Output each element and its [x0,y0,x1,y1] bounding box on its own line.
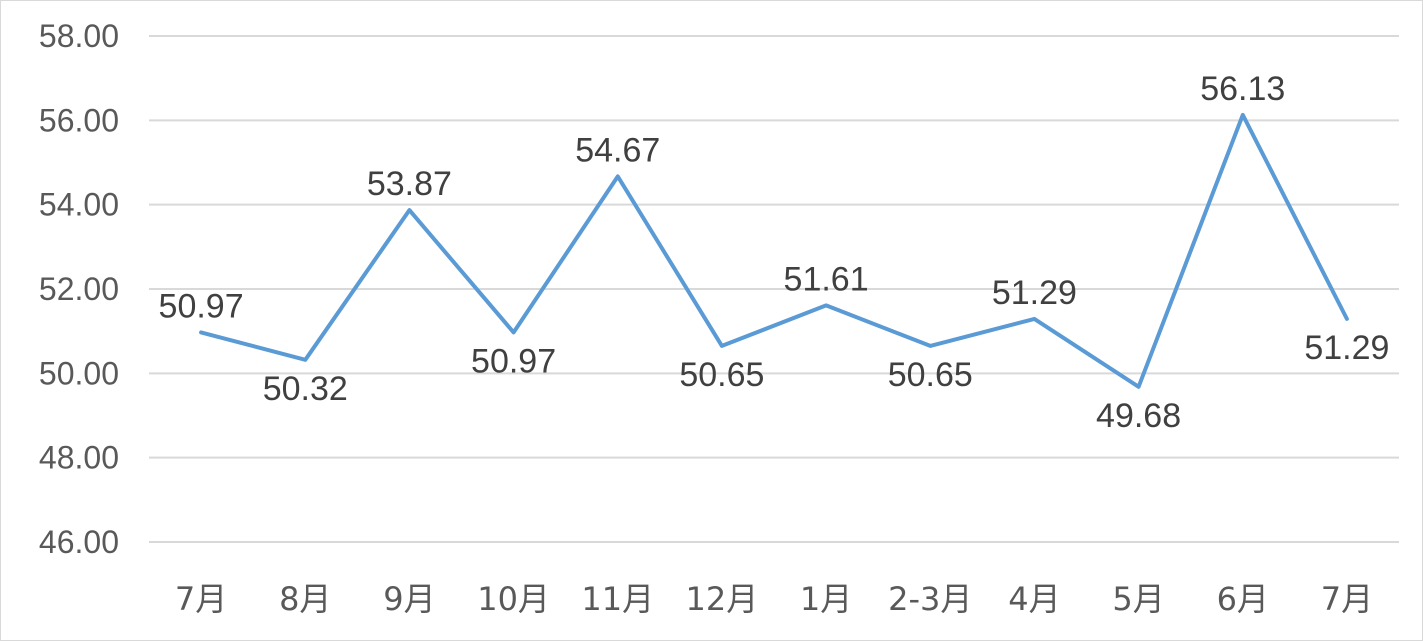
data-label: 54.67 [575,131,660,169]
y-tick-label: 50.00 [39,355,119,391]
y-tick-label: 46.00 [39,524,119,560]
x-tick-label: 12月 [686,580,759,618]
x-tick-label: 7月 [1321,580,1373,618]
data-label: 53.87 [367,165,452,203]
y-axis-tick-labels: 46.00 48.00 50.00 52.00 54.00 56.00 58.00 [39,18,119,560]
gridlines [149,35,1399,543]
x-tick-label: 10月 [477,580,550,618]
data-label: 50.65 [888,356,973,394]
series-line [199,112,1349,389]
y-tick-label: 54.00 [39,187,119,223]
data-label: 50.97 [159,287,244,325]
x-tick-label: 9月 [383,580,435,618]
x-tick-label: 11月 [581,580,654,618]
x-tick-label: 5月 [1112,580,1164,618]
data-label: 51.29 [1304,329,1389,367]
x-axis-tick-labels: 7月 8月 9月 10月 11月 12月 1月 2-3月 4月 5月 6月 7月 [175,580,1373,618]
data-label: 49.68 [1096,397,1181,435]
y-tick-label: 52.00 [39,271,119,307]
data-labels: 50.97 50.32 53.87 50.97 54.67 50.65 51.61 50.65… [159,70,1390,435]
x-tick-label: 4月 [1008,580,1060,618]
y-tick-label: 48.00 [39,440,119,476]
x-tick-label: 8月 [279,580,331,618]
data-label: 50.97 [471,342,556,380]
data-label: 50.65 [679,356,764,394]
data-label: 56.13 [1200,70,1285,108]
x-tick-label: 1月 [800,580,852,618]
x-tick-label: 2-3月 [888,580,972,618]
y-tick-label: 58.00 [39,18,119,54]
x-tick-label: 7月 [175,580,227,618]
data-label: 50.32 [263,370,348,408]
data-label: 51.61 [784,260,869,298]
y-tick-label: 56.00 [39,102,119,138]
x-tick-label: 6月 [1217,580,1269,618]
data-label: 51.29 [992,274,1077,312]
series-line-group [199,112,1349,389]
